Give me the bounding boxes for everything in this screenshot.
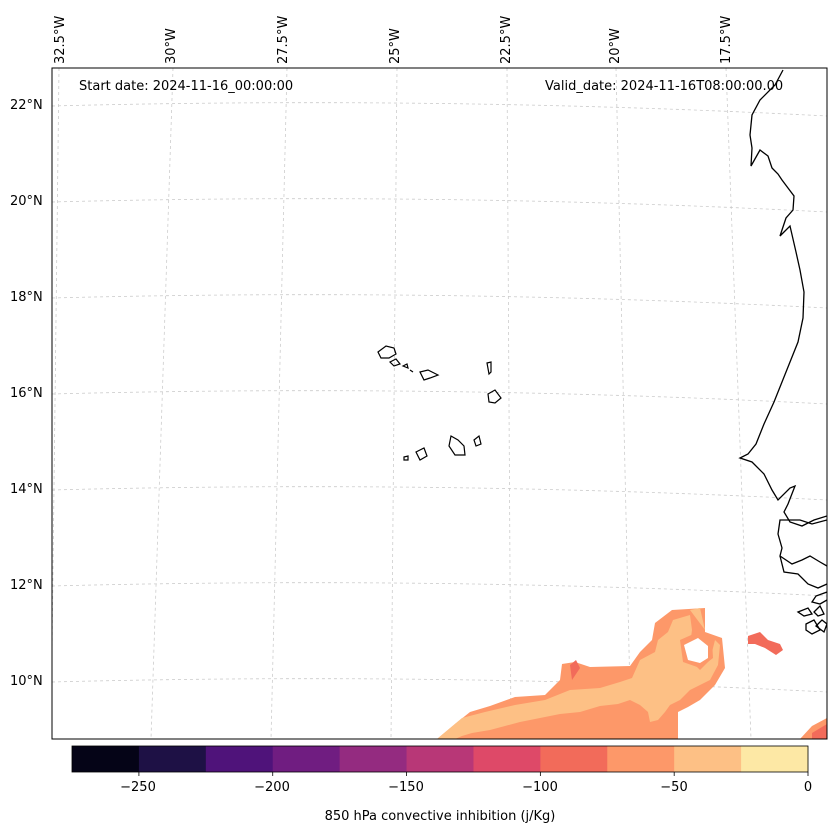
cin-region-light xyxy=(437,608,720,739)
lat-label-12n: 12°N xyxy=(10,578,43,593)
colorbar-bin xyxy=(205,746,274,772)
lon-label-17-5w: 17.5°W xyxy=(719,15,734,64)
cape-verde-islands xyxy=(377,345,502,461)
parallel-gridlines xyxy=(52,102,827,693)
colorbar xyxy=(71,745,809,776)
colorbar-bin xyxy=(473,746,541,772)
coastline xyxy=(738,69,827,635)
cin-field xyxy=(437,608,827,739)
colorbar-frame xyxy=(71,745,809,773)
cin-region-dark-2 xyxy=(748,632,783,655)
map-area xyxy=(52,68,827,739)
lat-label-10n: 10°N xyxy=(10,674,43,689)
lon-label-22-5w: 22.5°W xyxy=(499,15,514,64)
colorbar-tick-label: −150 xyxy=(388,780,424,795)
colorbar-bin xyxy=(72,746,140,772)
colorbar-tick-label: −50 xyxy=(660,780,688,795)
lat-label-20n: 20°N xyxy=(10,194,43,209)
colorbar-bin xyxy=(607,746,675,772)
colorbar-bin xyxy=(406,746,474,772)
lat-label-22n: 22°N xyxy=(10,98,43,113)
colorbar-bin xyxy=(138,746,207,772)
colorbar-bin xyxy=(741,746,809,772)
colorbar-tick-label: −200 xyxy=(254,780,290,795)
map-frame xyxy=(51,67,828,740)
cin-hole-white xyxy=(684,638,708,663)
lon-label-20w: 20°W xyxy=(608,28,623,64)
lon-label-32-5w: 32.5°W xyxy=(53,15,68,64)
lon-label-27-5w: 27.5°W xyxy=(276,15,291,64)
cin-region-corner-dark xyxy=(812,724,827,739)
colorbar-bin xyxy=(339,746,408,772)
lon-label-30w: 30°W xyxy=(164,28,179,64)
lat-label-16n: 16°N xyxy=(10,386,43,401)
start-date-text: Start date: 2024-11-16_00:00:00 xyxy=(79,79,294,94)
lon-label-25w: 25°W xyxy=(388,28,403,64)
lat-label-18n: 18°N xyxy=(10,290,43,305)
colorbar-tick-label: 0 xyxy=(803,780,813,795)
colorbar-tick-label: −250 xyxy=(120,780,156,795)
colorbar-tick-label: −100 xyxy=(522,780,558,795)
colorbar-bin xyxy=(674,746,742,772)
colorbar-title: 850 hPa convective inhibition (j/Kg) xyxy=(324,809,556,824)
cin-region-dark-1 xyxy=(570,660,580,680)
valid-date-text: Valid_date: 2024-11-16T08:00:00.00 xyxy=(545,79,784,94)
colorbar-bin xyxy=(272,746,341,772)
lat-label-14n: 14°N xyxy=(10,482,43,497)
colorbar-bin xyxy=(540,746,608,772)
